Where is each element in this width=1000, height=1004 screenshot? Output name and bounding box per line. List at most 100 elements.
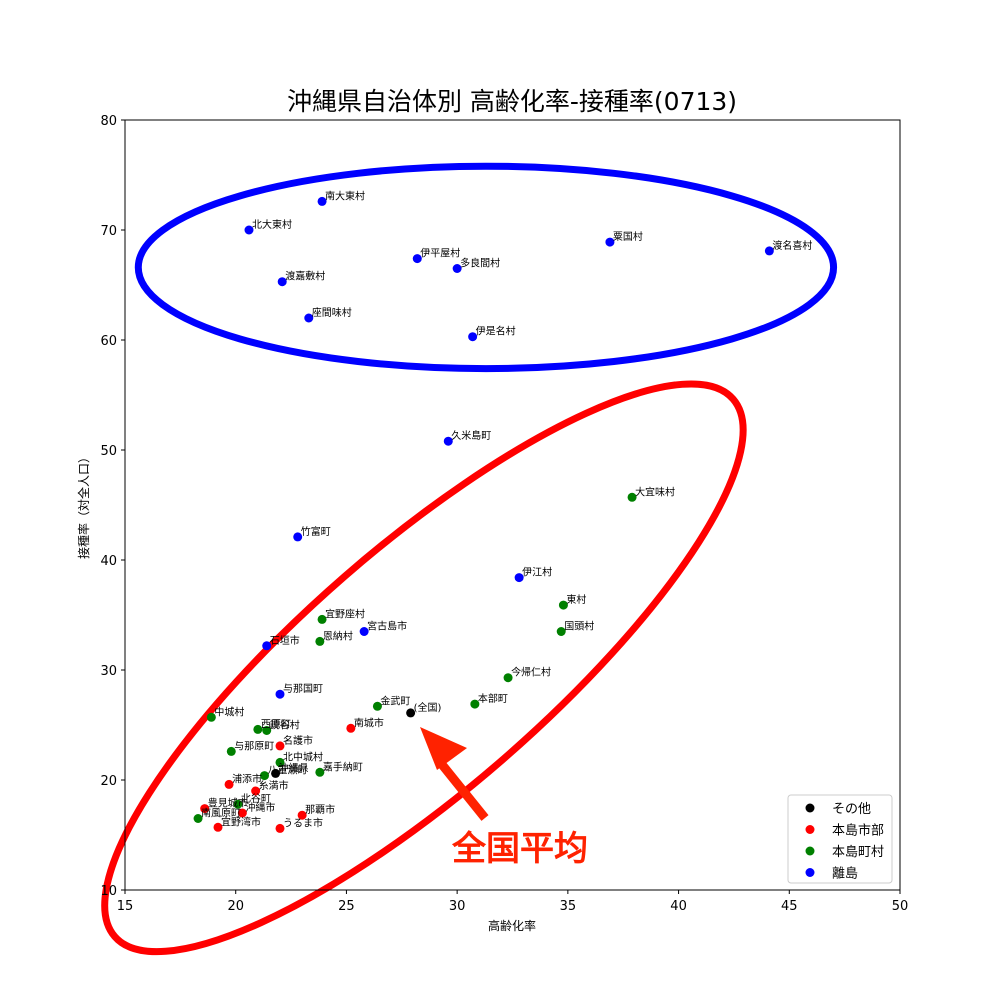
point-label: 大宜味村 bbox=[635, 485, 675, 498]
data-point bbox=[224, 779, 234, 789]
data-point bbox=[443, 436, 453, 446]
data-point bbox=[226, 746, 236, 756]
data-point bbox=[293, 532, 303, 542]
point-label: 浦添市 bbox=[232, 772, 262, 785]
highlight-ellipse bbox=[101, 380, 747, 956]
point-label: 南風原町 bbox=[201, 807, 241, 820]
point-label: 伊平屋村 bbox=[420, 247, 460, 260]
data-point bbox=[556, 627, 566, 636]
y-tick-label: 60 bbox=[100, 334, 117, 349]
data-point bbox=[297, 810, 307, 820]
point-label: 恩納村 bbox=[323, 629, 353, 642]
y-tick-label: 70 bbox=[100, 224, 117, 239]
data-point bbox=[262, 726, 272, 735]
data-point bbox=[514, 573, 524, 583]
y-axis-label: 接種率（対全人口） bbox=[76, 451, 91, 559]
point-label: 東村 bbox=[566, 593, 586, 606]
point-label: 八重瀬町 bbox=[268, 764, 308, 777]
data-point bbox=[503, 673, 513, 683]
point-label: 名護市 bbox=[283, 734, 313, 747]
point-label: うるま市 bbox=[283, 816, 323, 829]
point-label: 伊江村 bbox=[522, 566, 552, 579]
point-label: 粟国村 bbox=[613, 230, 643, 243]
point-label: 久米島町 bbox=[451, 429, 491, 442]
x-tick-label: 30 bbox=[449, 899, 466, 914]
x-tick-label: 15 bbox=[117, 899, 134, 914]
data-point bbox=[206, 712, 216, 722]
data-point bbox=[372, 701, 382, 711]
point-label: 読谷村 bbox=[270, 719, 300, 732]
point-label: 多良間村 bbox=[460, 257, 500, 270]
point-label: 北大東村 bbox=[252, 218, 292, 231]
point-label: 北谷町 bbox=[241, 793, 271, 805]
data-point bbox=[470, 699, 480, 709]
point-label: 南大東村 bbox=[325, 189, 365, 202]
legend-marker bbox=[805, 868, 815, 877]
data-point bbox=[452, 264, 462, 273]
point-label: 座間味村 bbox=[312, 306, 352, 319]
point-label: 本部町 bbox=[478, 692, 508, 705]
chart-title: 沖縄県自治体別 高齢化率-接種率(0713) bbox=[287, 87, 737, 116]
point-label: 渡嘉敷村 bbox=[285, 270, 325, 283]
x-tick-label: 25 bbox=[338, 899, 355, 914]
data-point bbox=[558, 600, 568, 610]
data-point bbox=[315, 636, 325, 646]
y-tick-label: 50 bbox=[100, 444, 117, 459]
data-point bbox=[304, 313, 314, 323]
data-point bbox=[317, 196, 327, 206]
data-point bbox=[275, 689, 285, 699]
point-label: 伊是名村 bbox=[476, 325, 516, 338]
annotation-arrow-head bbox=[420, 727, 467, 770]
data-point bbox=[764, 246, 774, 256]
x-axis-label: 高齢化率 bbox=[488, 918, 536, 933]
point-label: 金武町 bbox=[380, 694, 410, 707]
data-point bbox=[275, 823, 285, 833]
point-label: 渡名喜村 bbox=[772, 239, 812, 252]
data-point bbox=[275, 741, 285, 751]
data-point bbox=[315, 767, 325, 777]
point-label: 豊見城市 bbox=[208, 797, 248, 810]
x-tick-label: 20 bbox=[227, 899, 244, 914]
data-point bbox=[412, 254, 422, 264]
axes: 15 20 25 30 35 40 45 50 10 20 30 40 50 60 70 80 bbox=[100, 114, 908, 914]
legend-label: 離島 bbox=[832, 867, 858, 882]
data-point bbox=[406, 708, 416, 718]
data-point bbox=[346, 723, 356, 733]
data-point bbox=[468, 332, 478, 342]
data-point bbox=[193, 814, 203, 823]
point-label: 与那原町 bbox=[234, 740, 274, 752]
data-point bbox=[317, 614, 327, 624]
data-point bbox=[233, 799, 243, 809]
x-tick-label: 45 bbox=[781, 899, 798, 914]
data-point bbox=[627, 492, 637, 502]
point-label: 宜野湾市 bbox=[221, 815, 261, 828]
data-point bbox=[200, 804, 210, 814]
x-tick-label: 35 bbox=[560, 899, 577, 914]
plot-frame bbox=[124, 119, 901, 891]
highlight-ellipses bbox=[101, 162, 838, 956]
data-point bbox=[260, 771, 269, 781]
data-point bbox=[275, 757, 285, 767]
point-label: 嘉手納町 bbox=[323, 760, 363, 773]
point-label: 石垣市 bbox=[270, 634, 300, 647]
point-label: 国頭村 bbox=[564, 620, 594, 633]
data-point bbox=[253, 724, 263, 734]
data-point bbox=[251, 786, 261, 796]
data-point bbox=[237, 808, 247, 818]
y-tick-label: 10 bbox=[100, 884, 117, 899]
point-label: 那覇市 bbox=[305, 803, 335, 816]
point-label: 与那国町 bbox=[283, 683, 323, 695]
highlight-ellipse bbox=[134, 162, 838, 373]
legend-label: 本島市部 bbox=[832, 823, 884, 839]
data-point bbox=[605, 237, 615, 247]
y-tick-label: 20 bbox=[100, 774, 117, 789]
point-label: 今帰仁村 bbox=[511, 666, 551, 679]
annotation: 全国平均 bbox=[420, 727, 589, 870]
annotation-arrow-shaft bbox=[436, 759, 489, 821]
y-tick-label: 30 bbox=[100, 664, 117, 679]
point-label: (全国) bbox=[414, 701, 442, 714]
